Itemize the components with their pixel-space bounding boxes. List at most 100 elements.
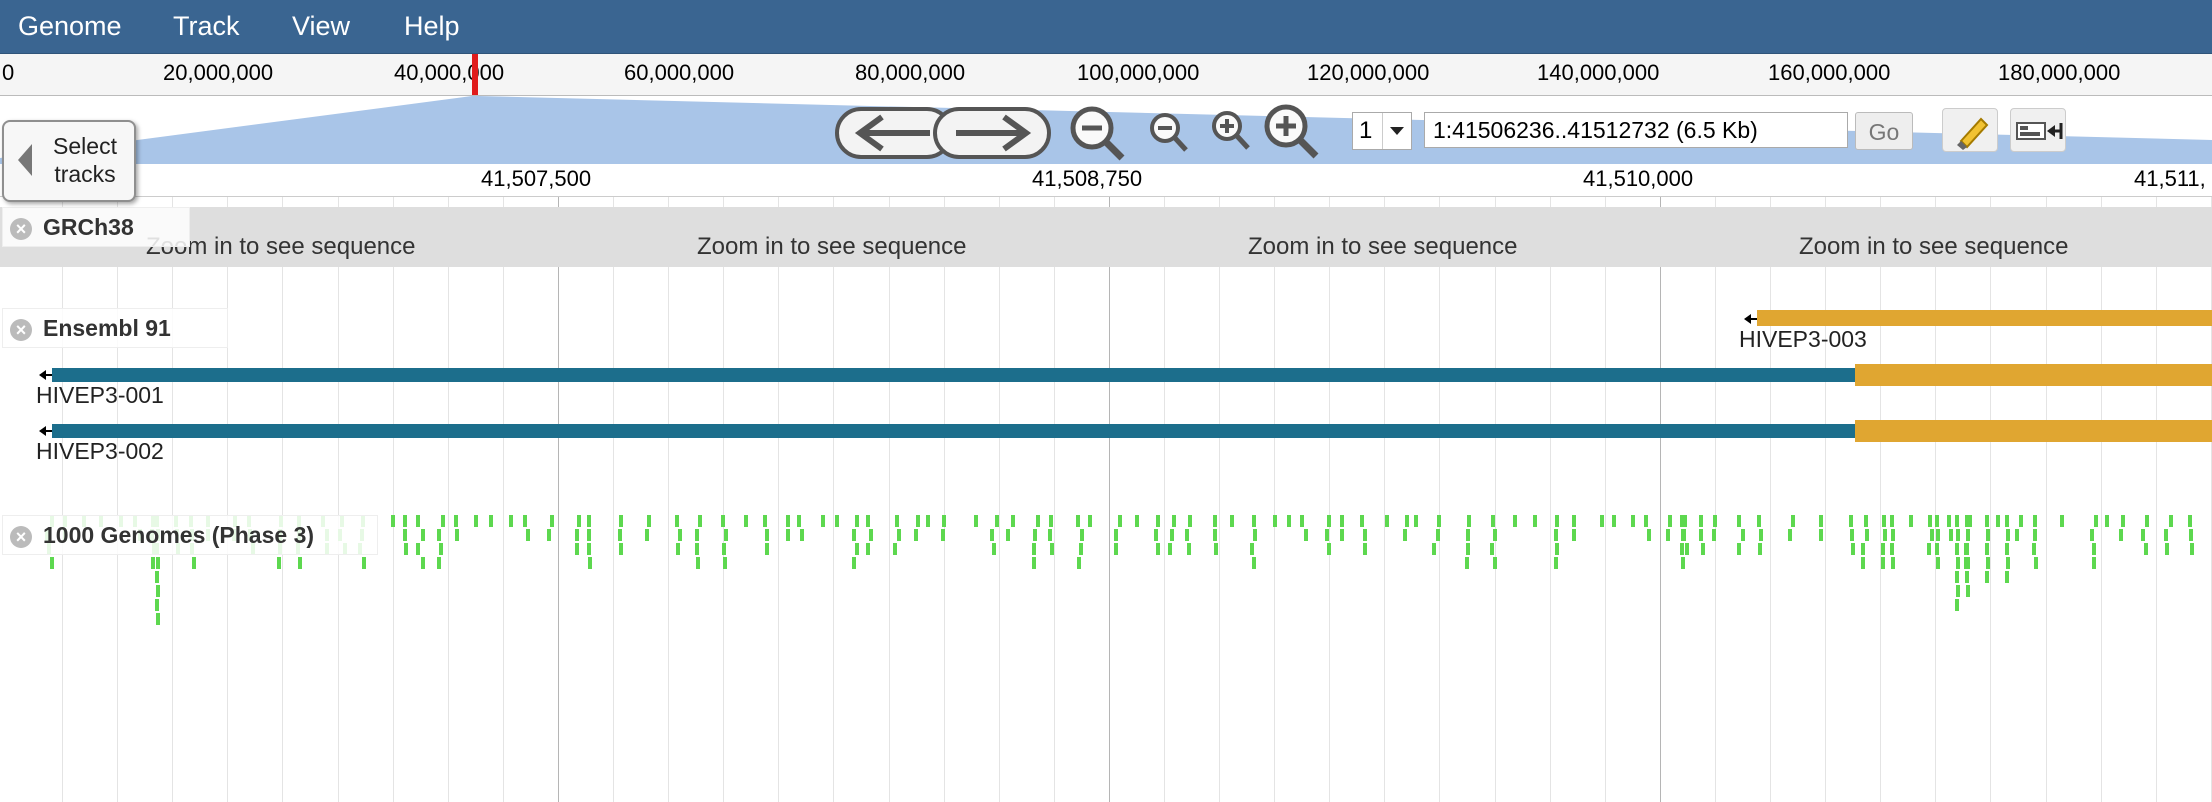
variant-mark[interactable] — [151, 557, 155, 569]
variant-mark[interactable] — [744, 515, 748, 527]
variant-mark[interactable] — [1006, 529, 1010, 541]
variant-mark[interactable] — [1032, 543, 1036, 555]
variant-mark[interactable] — [1188, 515, 1192, 527]
variant-mark[interactable] — [1986, 557, 1990, 569]
variant-mark[interactable] — [1956, 529, 1960, 541]
variant-mark[interactable] — [1713, 515, 1717, 527]
variant-mark[interactable] — [2034, 557, 2038, 569]
variant-mark[interactable] — [1252, 557, 1256, 569]
variant-mark[interactable] — [1466, 543, 1470, 555]
variant-mark[interactable] — [1405, 515, 1409, 527]
variant-mark[interactable] — [404, 543, 408, 555]
variant-mark[interactable] — [1230, 515, 1234, 527]
variant-mark[interactable] — [1403, 529, 1407, 541]
variant-mark[interactable] — [437, 557, 441, 569]
zoom-in-small-button[interactable] — [1208, 108, 1254, 154]
variant-mark[interactable] — [2090, 529, 2094, 541]
variant-mark[interactable] — [1701, 543, 1705, 555]
variant-mark[interactable] — [1467, 515, 1471, 527]
variant-mark[interactable] — [1490, 543, 1494, 555]
variant-mark[interactable] — [995, 515, 999, 527]
variant-mark[interactable] — [1036, 515, 1040, 527]
variant-mark[interactable] — [2005, 543, 2009, 555]
variant-mark[interactable] — [2105, 515, 2109, 527]
close-icon[interactable]: × — [10, 319, 32, 341]
variant-mark[interactable] — [547, 529, 551, 541]
variant-mark[interactable] — [403, 529, 407, 541]
variant-mark[interactable] — [835, 515, 839, 527]
variant-mark[interactable] — [1680, 543, 1684, 555]
variant-mark[interactable] — [1681, 529, 1685, 541]
variant-mark[interactable] — [1909, 515, 1913, 527]
variant-mark[interactable] — [1077, 557, 1081, 569]
variant-mark[interactable] — [926, 515, 930, 527]
variant-mark[interactable] — [723, 557, 727, 569]
variant-mark[interactable] — [2033, 515, 2037, 527]
variant-mark[interactable] — [1890, 515, 1894, 527]
variant-mark[interactable] — [855, 543, 859, 555]
variant-mark[interactable] — [1788, 529, 1792, 541]
variant-mark[interactable] — [362, 557, 366, 569]
variant-mark[interactable] — [2005, 571, 2009, 583]
variant-mark[interactable] — [1666, 529, 1670, 541]
track-label-ensembl[interactable]: × Ensembl 91 — [2, 308, 228, 348]
variant-mark[interactable] — [1513, 515, 1517, 527]
variant-mark[interactable] — [1327, 515, 1331, 527]
highlight-button[interactable] — [1942, 108, 1998, 152]
variant-mark[interactable] — [156, 557, 160, 569]
variant-mark[interactable] — [1088, 515, 1092, 527]
variant-mark[interactable] — [454, 515, 458, 527]
variant-mark[interactable] — [1935, 515, 1939, 527]
variant-mark[interactable] — [1172, 515, 1176, 527]
variant-mark[interactable] — [1079, 543, 1083, 555]
variant-mark[interactable] — [724, 529, 728, 541]
variant-mark[interactable] — [1955, 599, 1959, 611]
variant-mark[interactable] — [1699, 515, 1703, 527]
variant-mark[interactable] — [1252, 515, 1256, 527]
variant-mark[interactable] — [1436, 529, 1440, 541]
variant-mark[interactable] — [974, 515, 978, 527]
variant-mark[interactable] — [2189, 529, 2193, 541]
variant-mark[interactable] — [647, 515, 651, 527]
track-label-1000-genomes[interactable]: × 1000 Genomes (Phase 3) — [2, 515, 378, 555]
variant-mark[interactable] — [1965, 543, 1969, 555]
variant-mark[interactable] — [2141, 529, 2145, 541]
variant-mark[interactable] — [941, 529, 945, 541]
location-input[interactable]: 1:41506236..41512732 (6.5 Kb) — [1424, 112, 1848, 148]
transcript-hivep3-001-cds[interactable] — [52, 368, 1855, 382]
variant-mark[interactable] — [1861, 543, 1865, 555]
variant-mark[interactable] — [619, 543, 623, 555]
variant-mark[interactable] — [2164, 529, 2168, 541]
variant-mark[interactable] — [1363, 529, 1367, 541]
variant-mark[interactable] — [1985, 571, 1989, 583]
variant-mark[interactable] — [2094, 515, 2098, 527]
variant-mark[interactable] — [50, 557, 54, 569]
variant-mark[interactable] — [1327, 543, 1331, 555]
zoom-out-large-button[interactable] — [1066, 104, 1128, 164]
variant-mark[interactable] — [1187, 543, 1191, 555]
transcript-label[interactable]: HIVEP3-002 — [36, 438, 164, 464]
variant-mark[interactable] — [1493, 557, 1497, 569]
variant-mark[interactable] — [577, 515, 581, 527]
variant-mark[interactable] — [821, 515, 825, 527]
variant-mark[interactable] — [2169, 515, 2173, 527]
transcript-hivep3-002-utr[interactable] — [1855, 420, 2212, 442]
variant-mark[interactable] — [416, 515, 420, 527]
variant-mark[interactable] — [1491, 515, 1495, 527]
variant-mark[interactable] — [277, 557, 281, 569]
variant-mark[interactable] — [1253, 529, 1257, 541]
transcript-hivep3-002-cds[interactable] — [52, 424, 1855, 438]
overview-ruler[interactable]: 0 20,000,000 40,000,000 60,000,000 80,00… — [0, 54, 2212, 96]
variant-mark[interactable] — [1758, 543, 1762, 555]
variant-mark[interactable] — [192, 557, 196, 569]
variant-mark[interactable] — [588, 557, 592, 569]
variant-mark[interactable] — [1214, 543, 1218, 555]
variant-mark[interactable] — [1759, 529, 1763, 541]
variant-mark[interactable] — [1185, 529, 1189, 541]
variant-mark[interactable] — [421, 529, 425, 541]
variant-mark[interactable] — [155, 599, 159, 611]
variant-mark[interactable] — [1883, 529, 1887, 541]
variant-mark[interactable] — [1849, 515, 1853, 527]
variant-mark[interactable] — [1114, 543, 1118, 555]
variant-mark[interactable] — [1966, 529, 1970, 541]
